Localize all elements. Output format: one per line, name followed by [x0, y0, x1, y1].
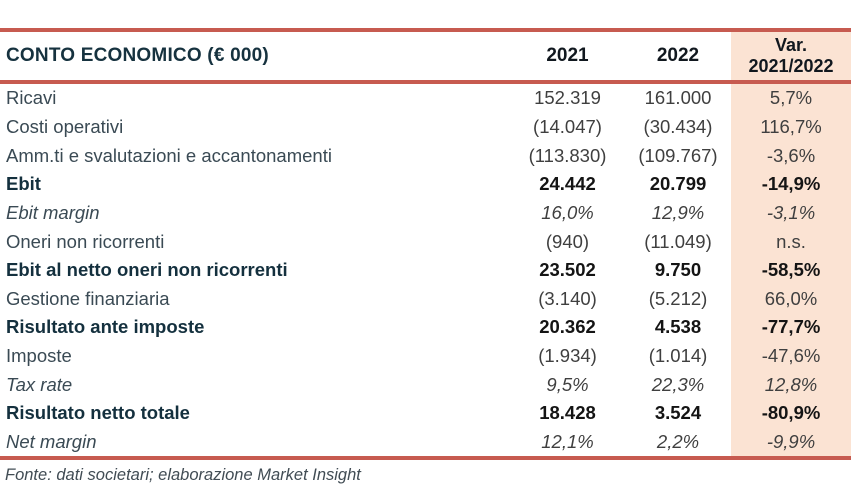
value-var: 116,7%: [731, 112, 851, 142]
value-var: -3,6%: [731, 141, 851, 170]
value-2022: 161.000: [644, 87, 712, 109]
value-2021: 18.428: [539, 402, 596, 424]
table-header-row: CONTO ECONOMICO (€ 000) 2021 2022 Var. 2…: [0, 32, 851, 80]
table-row: Tax rate 9,5% 22,3% 12,8%: [0, 370, 851, 400]
value-2021: 23.502: [539, 259, 596, 281]
value-2021: (14.047): [533, 115, 602, 137]
header-accent-rule: [0, 80, 851, 84]
value-2022: 4.538: [654, 316, 702, 338]
column-header-var: Var. 2021/2022: [731, 32, 851, 80]
table-row: Gestione finanziaria (3.140) (5.212) 66,0%: [0, 284, 851, 314]
table-row: Risultato netto totale 18.428 3.524 -80,9%: [0, 399, 851, 428]
income-statement-table: CONTO ECONOMICO (€ 000) 2021 2022 Var. 2…: [0, 28, 851, 485]
value-var: 5,7%: [731, 84, 851, 113]
value-var: -80,9%: [731, 399, 851, 428]
value-2021: 20.362: [539, 316, 596, 338]
value-var: -47,6%: [731, 341, 851, 371]
table-row: Net margin 12,1% 2,2% -9,9%: [0, 427, 851, 457]
value-var: -14,9%: [731, 169, 851, 199]
value-var: -77,7%: [731, 313, 851, 342]
row-label: Oneri non ricorrenti: [6, 230, 165, 252]
value-var: 66,0%: [731, 284, 851, 314]
value-2022: (5.212): [648, 287, 708, 309]
table-row: Risultato ante imposte 20.362 4.538 -77,7%: [0, 313, 851, 342]
top-accent-rule: [0, 28, 851, 32]
row-label: Costi operativi: [6, 115, 124, 137]
table-row: Costi operativi (14.047) (30.434) 116,7%: [0, 112, 851, 142]
value-var: -9,9%: [731, 427, 851, 457]
value-2022: 12,9%: [651, 201, 705, 223]
table-row: Ebit al netto oneri non ricorrenti 23.502…: [0, 255, 851, 285]
source-note: Fonte: dati societari; elaborazione Mark…: [5, 466, 361, 485]
column-header-2021: 2021: [546, 45, 589, 66]
value-2022: (11.049): [644, 230, 712, 252]
value-2021: 12,1%: [541, 431, 594, 452]
value-2022: 20.799: [649, 173, 707, 195]
row-label: Risultato netto totale: [6, 402, 190, 424]
value-var: -3,1%: [731, 198, 851, 228]
value-2021: (1.934): [538, 345, 597, 367]
value-2021: (940): [545, 230, 590, 252]
table-row: Ebit margin 16,0% 12,9% -3,1%: [0, 198, 851, 228]
column-header-2022: 2022: [656, 45, 700, 66]
table-row: Ricavi 152.319 161.000 5,7%: [0, 84, 851, 113]
row-label: Risultato ante imposte: [6, 316, 205, 338]
row-label: Ricavi: [6, 87, 57, 109]
value-2021: (3.140): [538, 287, 597, 309]
table-body: Ricavi 152.319 161.000 5,7% Costi operativi (…: [0, 84, 851, 457]
value-2022: (30.434): [643, 115, 713, 137]
value-var: n.s.: [731, 227, 851, 256]
value-2022: 22,3%: [651, 373, 705, 395]
bottom-accent-rule: [0, 456, 851, 461]
value-2022: 3.524: [654, 402, 702, 424]
table-title: CONTO ECONOMICO (€ 000): [6, 45, 269, 66]
value-var: 12,8%: [731, 370, 851, 400]
row-label: Gestione finanziaria: [6, 287, 170, 309]
value-2021: 9,5%: [546, 373, 589, 395]
row-label: Net margin: [6, 431, 97, 452]
row-label: Ebit margin: [6, 201, 100, 223]
table-row: Ebit 24.442 20.799 -14,9%: [0, 169, 851, 199]
value-2021: 16,0%: [541, 201, 594, 223]
table-row: Amm.ti e svalutazioni e accantonamenti (1…: [0, 141, 851, 170]
value-2022: 2,2%: [656, 431, 700, 452]
row-label: Ebit al netto oneri non ricorrenti: [6, 259, 288, 281]
row-label: Imposte: [6, 345, 72, 367]
value-2021: (113.830): [528, 144, 607, 166]
row-label: Ebit: [6, 173, 41, 195]
column-header-var-line1: Var.: [774, 34, 808, 55]
value-2022: (1.014): [648, 345, 708, 367]
value-2022: (109.767): [638, 144, 718, 166]
row-label: Amm.ti e svalutazioni e accantonamenti: [6, 144, 332, 166]
value-2021: 152.319: [534, 87, 601, 109]
value-2021: 24.442: [539, 173, 596, 195]
table-row: Imposte (1.934) (1.014) -47,6%: [0, 341, 851, 371]
row-label: Tax rate: [6, 373, 73, 395]
value-var: -58,5%: [731, 255, 851, 285]
column-header-var-line2: 2021/2022: [748, 56, 834, 76]
table-row: Oneri non ricorrenti (940) (11.049) n.s.: [0, 227, 851, 256]
value-2022: 9.750: [654, 259, 702, 281]
